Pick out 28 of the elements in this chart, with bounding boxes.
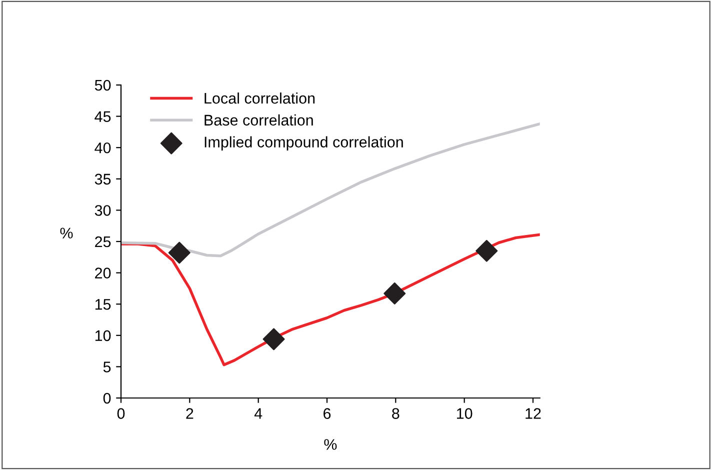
legend-label: Local correlation	[204, 92, 315, 104]
y-tick-label: 30	[94, 205, 111, 216]
x-axis-title: %	[324, 439, 337, 450]
line-series	[121, 233, 540, 366]
x-tick-label: 0	[117, 408, 125, 419]
point	[168, 242, 190, 264]
y-tick-label: 20	[95, 268, 111, 278]
y-tick-label: 25	[95, 236, 111, 248]
y-tick-label: 45	[94, 111, 111, 122]
x-tick-label: 2	[186, 408, 194, 419]
legend-label: Implied compound correlation	[204, 136, 403, 150]
x-tick-label: 6	[324, 408, 331, 419]
point	[476, 240, 498, 262]
y-tick-label: 15	[95, 299, 111, 310]
point	[384, 282, 406, 304]
x-tick-label: 12	[526, 408, 541, 419]
y-tick-label: 40	[94, 142, 111, 154]
point	[262, 328, 285, 350]
y-tick-label: 0	[103, 392, 111, 404]
legend-label: Base correlation	[204, 114, 313, 126]
y-tick-label: 35	[94, 174, 111, 185]
y-tick-label: 5	[103, 362, 111, 372]
x-tick-label: 8	[392, 408, 400, 419]
x-tick-label: 4	[254, 408, 262, 419]
x-tick-label: 10	[457, 408, 472, 419]
y-tick-label: 50	[94, 80, 111, 91]
y-tick-label: 10	[95, 330, 111, 342]
y-axis-title: %	[60, 228, 73, 238]
